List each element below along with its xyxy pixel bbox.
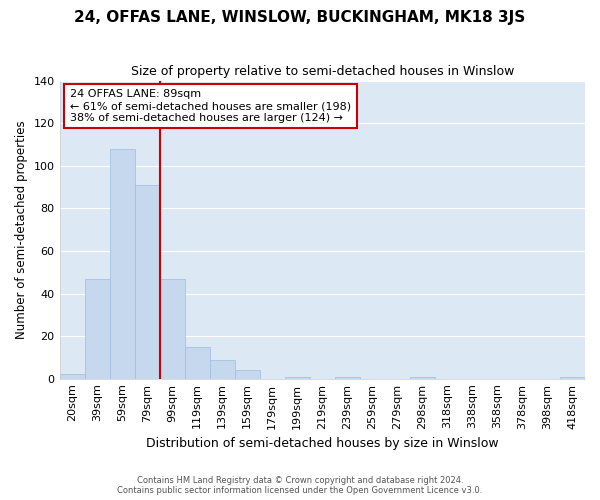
Bar — [285, 376, 310, 378]
Bar — [560, 376, 585, 378]
Bar — [85, 278, 110, 378]
Title: Size of property relative to semi-detached houses in Winslow: Size of property relative to semi-detach… — [131, 65, 514, 78]
X-axis label: Distribution of semi-detached houses by size in Winslow: Distribution of semi-detached houses by … — [146, 437, 499, 450]
Text: 24, OFFAS LANE, WINSLOW, BUCKINGHAM, MK18 3JS: 24, OFFAS LANE, WINSLOW, BUCKINGHAM, MK1… — [74, 10, 526, 25]
Bar — [335, 376, 360, 378]
Bar — [160, 278, 185, 378]
Bar — [235, 370, 260, 378]
Text: Contains HM Land Registry data © Crown copyright and database right 2024.
Contai: Contains HM Land Registry data © Crown c… — [118, 476, 482, 495]
Bar — [59, 374, 85, 378]
Bar — [410, 376, 435, 378]
Bar — [185, 346, 209, 378]
Bar — [209, 360, 235, 378]
Bar — [134, 185, 160, 378]
Y-axis label: Number of semi-detached properties: Number of semi-detached properties — [15, 120, 28, 339]
Text: 24 OFFAS LANE: 89sqm
← 61% of semi-detached houses are smaller (198)
38% of semi: 24 OFFAS LANE: 89sqm ← 61% of semi-detac… — [70, 90, 351, 122]
Bar — [110, 148, 134, 378]
